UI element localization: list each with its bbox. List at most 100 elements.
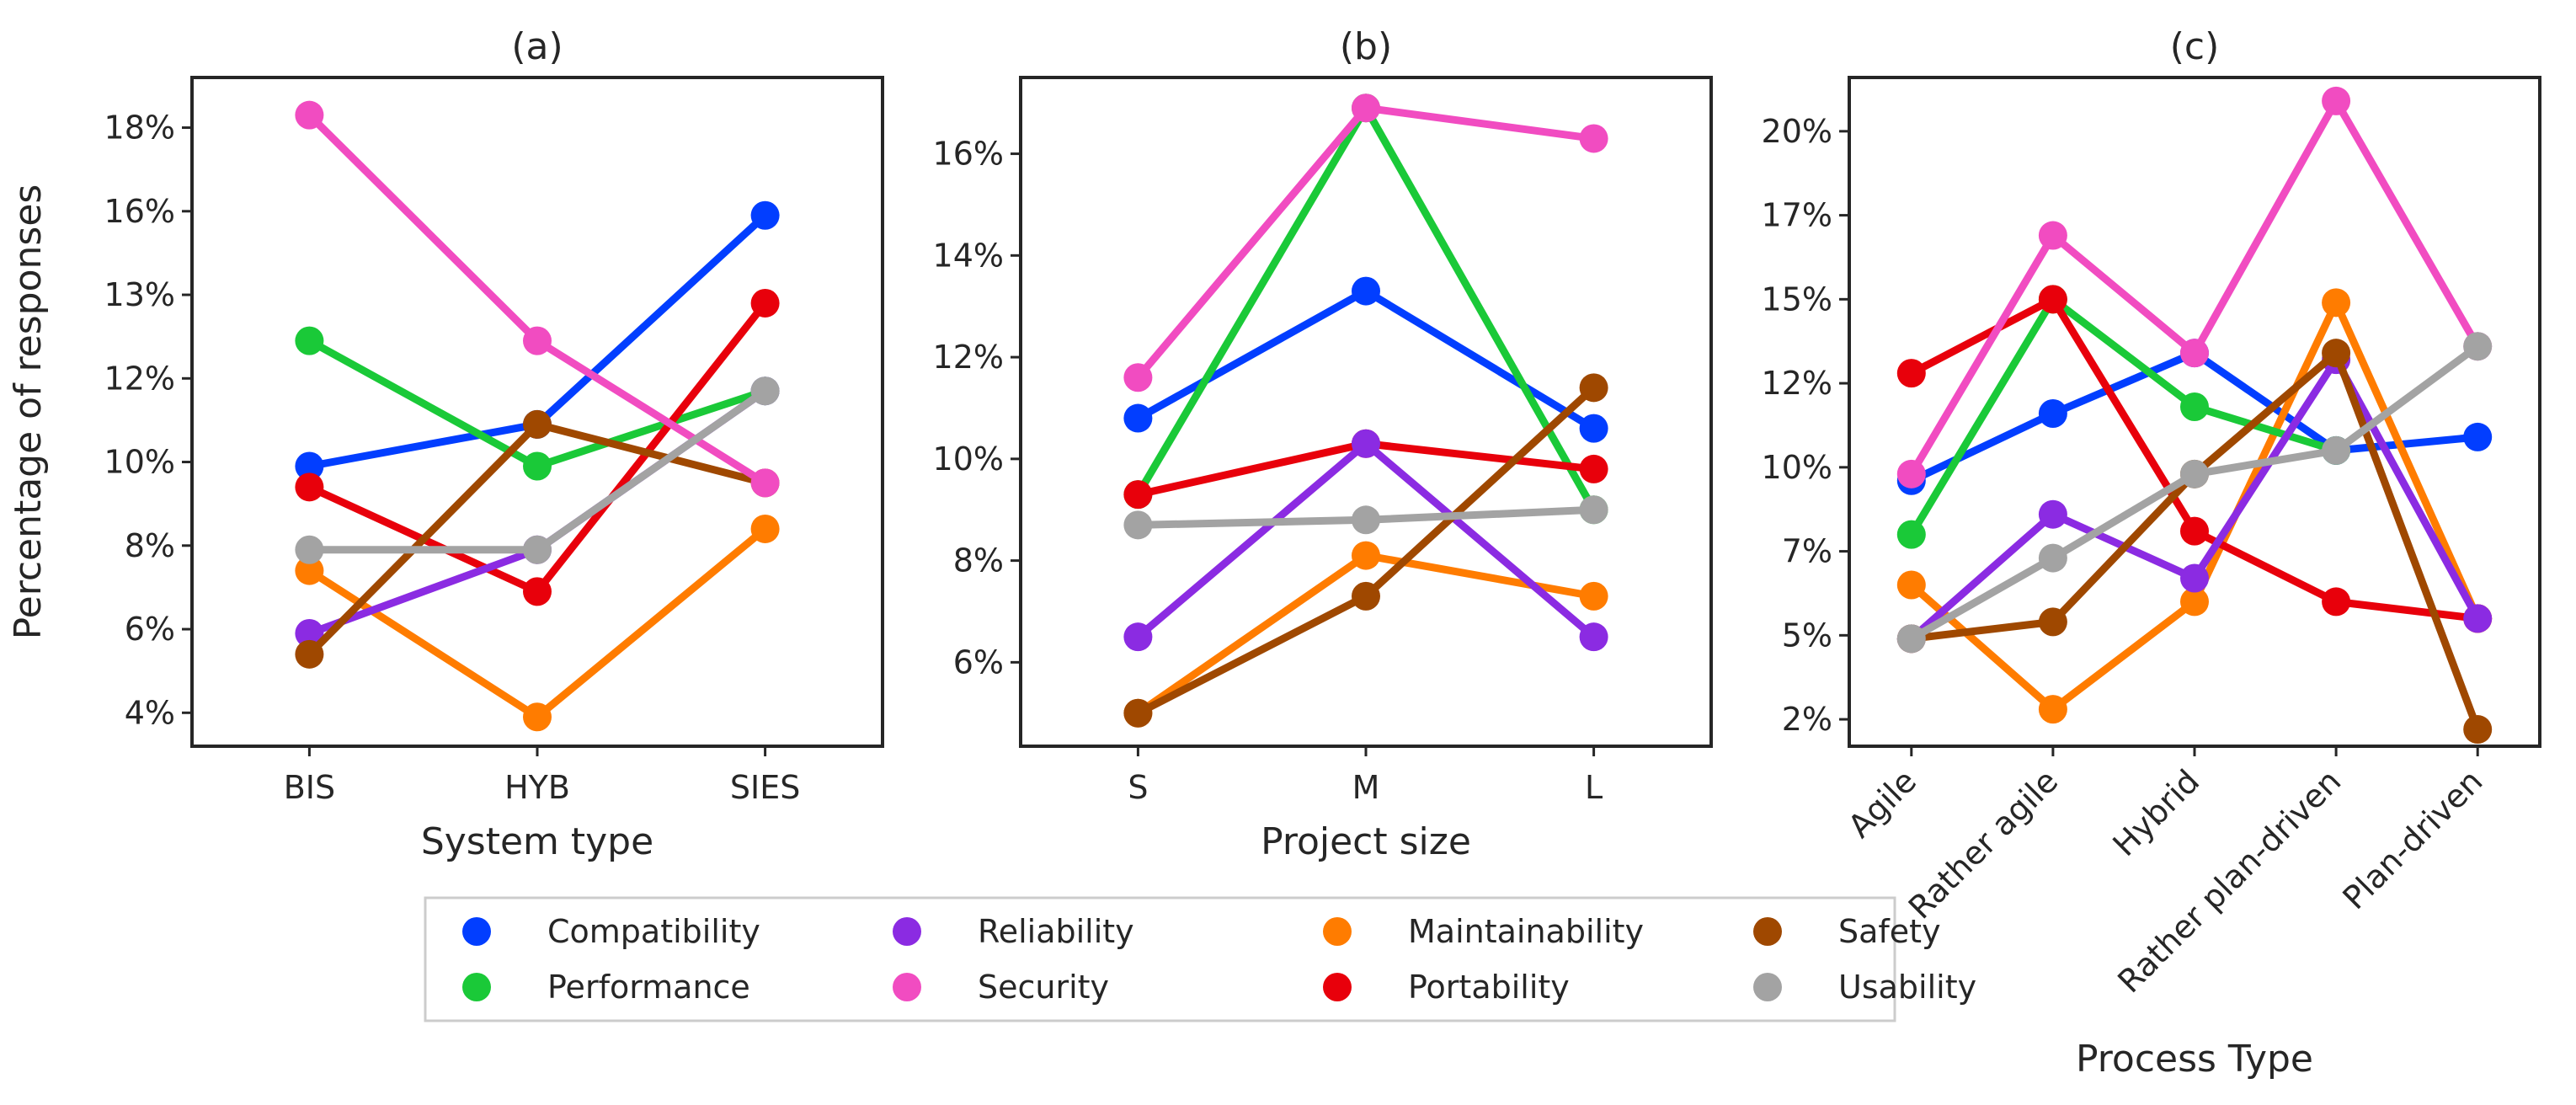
x-tick-label: M <box>1352 769 1380 806</box>
data-point-reliability <box>295 619 324 649</box>
x-tick-label: Rather agile <box>1901 762 2065 926</box>
data-point-maintainability <box>1896 570 1926 600</box>
data-point-safety <box>523 409 552 439</box>
legend-marker-portability <box>1323 973 1352 1001</box>
x-tick-label: Hybrid <box>2106 762 2207 863</box>
data-point-safety <box>295 639 324 669</box>
panel-b: 6% 8% 10% 12% 14% 16% S M L (b) Project size <box>933 25 1713 863</box>
series-usability <box>1896 332 2493 654</box>
y-tick-label: 12% <box>104 360 175 397</box>
series-line-security <box>1133 104 1598 382</box>
data-point-usability <box>1352 505 1380 535</box>
data-point-portability <box>2322 587 2351 617</box>
series-security <box>1123 93 1608 392</box>
y-tick-label: 10% <box>1762 449 1832 486</box>
data-point-usability <box>2038 543 2067 573</box>
data-point-security <box>2322 86 2351 115</box>
data-point-usability <box>2463 332 2493 361</box>
data-point-usability <box>523 535 552 564</box>
x-tick-label: S <box>1128 769 1148 806</box>
panel-title: (c) <box>2170 25 2220 68</box>
series-maintainability <box>1896 288 2493 724</box>
data-point-security <box>750 468 780 498</box>
series-line-performance <box>305 337 770 471</box>
data-point-portability <box>2038 285 2067 314</box>
axes-frame <box>190 76 884 748</box>
data-point-maintainability <box>295 556 324 585</box>
y-tick-label: 12% <box>1762 365 1832 402</box>
y-tick-label: 14% <box>933 237 1004 274</box>
data-point-portability <box>2180 516 2209 546</box>
data-point-safety <box>1579 373 1608 403</box>
data-point-usability <box>750 376 780 406</box>
y-tick-label: 6% <box>953 643 1004 681</box>
data-point-security <box>1579 124 1608 153</box>
data-point-compatibility <box>2038 398 2067 428</box>
legend: Compatibility Performance Reliability Secur… <box>424 896 1976 1022</box>
y-axis-label: Percentage of responses <box>7 184 50 640</box>
x-axis-label: System type <box>421 820 653 863</box>
legend-label-security: Security <box>978 969 1109 1006</box>
legend-marker-safety <box>1753 917 1782 946</box>
data-point-reliability <box>2038 499 2067 529</box>
series-security <box>295 100 780 498</box>
y-tick-label: 6% <box>125 611 175 648</box>
data-point-compatibility <box>1579 414 1608 443</box>
y-tick-label: 12% <box>933 339 1004 376</box>
data-point-portability <box>295 472 324 502</box>
data-point-usability <box>1896 624 1926 654</box>
data-point-portability <box>750 288 780 318</box>
axes-frame <box>1019 76 1713 748</box>
legend-label-maintainability: Maintainability <box>1408 913 1644 950</box>
y-tick-label: 16% <box>104 193 175 230</box>
data-point-usability <box>2322 435 2351 465</box>
y-tick-label: 10% <box>933 440 1004 478</box>
legend-marker-performance <box>462 973 491 1001</box>
legend-marker-security <box>893 973 921 1001</box>
data-point-maintainability <box>523 702 552 732</box>
y-tick-label: 18% <box>104 109 175 147</box>
data-point-portability <box>1896 359 1926 388</box>
data-point-usability <box>295 535 324 564</box>
series-safety <box>1123 373 1608 728</box>
data-point-security <box>2038 221 2067 250</box>
data-point-security <box>523 326 552 355</box>
legend-label-safety: Safety <box>1838 913 1941 950</box>
legend-frame <box>424 896 1896 1022</box>
y-tick-label: 5% <box>1782 617 1832 654</box>
data-point-security <box>1896 459 1926 488</box>
data-point-reliability <box>2180 563 2209 593</box>
data-point-compatibility <box>750 200 780 230</box>
x-axis-label: Project size <box>1261 820 1471 863</box>
y-tick-label: 17% <box>1762 197 1832 234</box>
panel-a: 4% 6% 8% 10% 12% 13% 16% 18% BIS HYB SIES (a) System… <box>7 25 884 863</box>
data-point-maintainability <box>1352 541 1380 570</box>
data-point-safety <box>2322 339 2351 368</box>
axes-frame <box>1848 76 2541 748</box>
legend-label-usability: Usability <box>1838 969 1976 1006</box>
data-point-maintainability <box>2038 695 2067 724</box>
legend-marker-reliability <box>893 917 921 946</box>
legend-marker-usability <box>1753 973 1782 1001</box>
data-point-security <box>1123 363 1153 392</box>
series-usability <box>295 376 780 564</box>
y-tick-label: 10% <box>104 444 175 481</box>
data-point-usability <box>1123 510 1153 540</box>
y-tick-label: 2% <box>1782 701 1832 738</box>
data-point-security <box>1352 93 1380 123</box>
y-tick-label: 13% <box>104 276 175 313</box>
data-point-maintainability <box>750 514 780 543</box>
data-point-usability <box>1579 495 1608 525</box>
data-point-performance <box>295 326 324 355</box>
data-point-maintainability <box>2180 587 2209 617</box>
data-point-reliability <box>1352 429 1380 458</box>
data-point-safety <box>1352 581 1380 611</box>
data-point-portability <box>1123 480 1153 510</box>
series-line-compatibility <box>1133 287 1598 433</box>
x-tick-label: HYB <box>504 769 570 806</box>
legend-label-portability: Portability <box>1408 969 1570 1006</box>
x-axis-label: Process Type <box>2076 1038 2313 1081</box>
data-point-performance <box>523 451 552 481</box>
legend-label-reliability: Reliability <box>978 913 1134 950</box>
data-point-security <box>295 100 324 130</box>
